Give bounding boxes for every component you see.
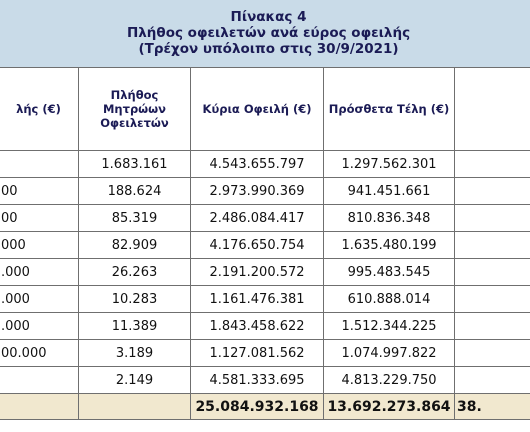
table-row: 00.000 3.189 1.127.081.562 1.074.997.822: [0, 339, 530, 367]
table-row: 00 85.319 2.486.084.417 810.836.348: [0, 204, 530, 232]
cell-debtors: 10.283: [78, 285, 191, 313]
table-row: 00 188.624 2.973.990.369 941.451.661: [0, 177, 530, 205]
header-fees: Πρόσθετα Τέλη (€): [323, 67, 455, 151]
cell-range: .000: [0, 285, 79, 313]
total-debtors: [78, 393, 191, 420]
cell-debtors: 188.624: [78, 177, 191, 205]
cell-last: [453, 339, 530, 367]
cell-principal: 1.127.081.562: [190, 339, 324, 367]
cell-fees: 1.074.997.822: [323, 339, 455, 367]
cell-range: .000: [0, 258, 79, 286]
cell-debtors: 26.263: [78, 258, 191, 286]
table-row: .000 26.263 2.191.200.572 995.483.545: [0, 258, 530, 286]
cell-principal: 1.161.476.381: [190, 285, 324, 313]
total-last: 38.: [453, 393, 530, 420]
total-row: 25.084.932.168 13.692.273.864 38.: [0, 393, 530, 420]
cell-fees: 995.483.545: [323, 258, 455, 286]
cell-principal: 4.581.333.695: [190, 366, 324, 394]
cell-last: [453, 204, 530, 232]
title-line-1: Πίνακας 4: [230, 9, 307, 25]
total-fees: 13.692.273.864: [323, 393, 455, 420]
cell-range: 000: [0, 231, 79, 259]
cell-range: .000: [0, 312, 79, 340]
cell-last: [453, 312, 530, 340]
header-range: λής (€): [0, 67, 79, 151]
cell-debtors: 2.149: [78, 366, 191, 394]
cell-range: 00: [0, 177, 79, 205]
cell-principal: 4.543.655.797: [190, 150, 324, 178]
total-principal: 25.084.932.168: [190, 393, 324, 420]
title-line-2: Πλήθος οφειλετών ανά εύρος οφειλής: [126, 25, 411, 41]
cell-fees: 1.297.562.301: [323, 150, 455, 178]
cell-last: [453, 177, 530, 205]
cell-principal: 1.843.458.622: [190, 312, 324, 340]
table-title: Πίνακας 4 Πλήθος οφειλετών ανά εύρος οφε…: [0, 0, 530, 68]
header-principal: Κύρια Οφειλή (€): [190, 67, 324, 151]
cell-fees: 941.451.661: [323, 177, 455, 205]
cell-principal: 2.191.200.572: [190, 258, 324, 286]
cell-range: [0, 366, 79, 394]
table-row: 2.149 4.581.333.695 4.813.229.750: [0, 366, 530, 394]
cell-principal: 2.973.990.369: [190, 177, 324, 205]
cell-range: 00: [0, 204, 79, 232]
table-row: .000 10.283 1.161.476.381 610.888.014: [0, 285, 530, 313]
cell-principal: 2.486.084.417: [190, 204, 324, 232]
cell-debtors: 3.189: [78, 339, 191, 367]
table-wrapper: Πίνακας 4 Πλήθος οφειλετών ανά εύρος οφε…: [0, 0, 530, 420]
table-row: 1.683.161 4.543.655.797 1.297.562.301: [0, 150, 530, 178]
cell-debtors: 82.909: [78, 231, 191, 259]
table-row: 000 82.909 4.176.650.754 1.635.480.199: [0, 231, 530, 259]
cell-last: [453, 285, 530, 313]
cell-fees: 610.888.014: [323, 285, 455, 313]
table-row: .000 11.389 1.843.458.622 1.512.344.225: [0, 312, 530, 340]
cell-last: [453, 366, 530, 394]
cell-fees: 1.512.344.225: [323, 312, 455, 340]
cell-principal: 4.176.650.754: [190, 231, 324, 259]
cell-debtors: 85.319: [78, 204, 191, 232]
title-line-3: (Τρέχον υπόλοιπο στις 30/9/2021): [138, 41, 399, 57]
cell-fees: 4.813.229.750: [323, 366, 455, 394]
cell-fees: 1.635.480.199: [323, 231, 455, 259]
cell-last: [453, 258, 530, 286]
total-range: [0, 393, 79, 420]
cell-debtors: 11.389: [78, 312, 191, 340]
header-debtors: Πλήθος Μητρώων Οφειλετών: [78, 67, 191, 151]
cell-debtors: 1.683.161: [78, 150, 191, 178]
debtors-table: Πίνακας 4 Πλήθος οφειλετών ανά εύρος οφε…: [0, 0, 530, 420]
header-last: [453, 67, 530, 151]
cell-fees: 810.836.348: [323, 204, 455, 232]
cell-range: 00.000: [0, 339, 79, 367]
cell-range: [0, 150, 79, 178]
cell-last: [453, 150, 530, 178]
cell-last: [453, 231, 530, 259]
